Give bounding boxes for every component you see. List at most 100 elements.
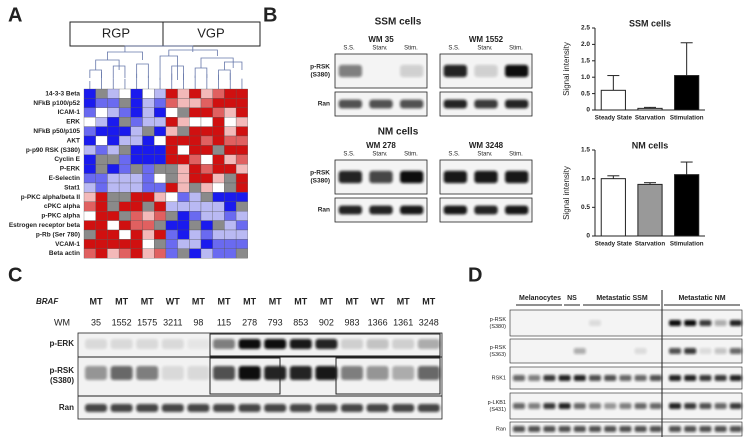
blot-band (649, 403, 662, 409)
heatmap-cell (224, 107, 237, 118)
heatmap-cell (189, 117, 202, 127)
heatmap-cell (154, 107, 167, 118)
heatmap-cell (83, 98, 96, 108)
lane-label: Stim. (509, 46, 523, 52)
heatmap-cell (95, 117, 108, 127)
blot-band (684, 426, 697, 432)
heatmap-cell (95, 88, 108, 99)
row-label: p-Rb (Ser 780) (36, 231, 80, 238)
heatmap-cell (107, 192, 120, 202)
heatmap-cell (177, 145, 190, 155)
blot-band (505, 99, 529, 109)
heatmap-cell (95, 229, 108, 240)
blot-band (400, 99, 424, 109)
blot-band (392, 404, 415, 412)
blot-band (474, 99, 498, 109)
blot-band (699, 403, 712, 409)
heatmap-cell (200, 248, 213, 259)
blot-band (338, 170, 362, 184)
blot-band (289, 366, 312, 380)
heatmap-cell (154, 117, 167, 127)
section-title: NM cells (378, 127, 419, 138)
blot-band (543, 375, 556, 381)
blot-band (528, 403, 541, 409)
dendrogram (218, 69, 231, 80)
blot-band (110, 366, 133, 380)
panel-label: A (8, 4, 22, 26)
heatmap-cell (118, 229, 131, 240)
heatmap-cell (118, 201, 131, 212)
blot-band (543, 426, 556, 432)
y-tick-label: 1.0 (581, 74, 590, 81)
heatmap-cell (154, 201, 167, 212)
cell-line-label: WM 278 (366, 141, 396, 150)
heatmap-cell (165, 248, 178, 259)
blot-band (714, 320, 727, 326)
blot-label: Ran (496, 426, 506, 432)
group-label: Metastatic SSM (596, 295, 648, 302)
lane-label: S.S. (448, 152, 460, 158)
heatmap-cell (212, 229, 225, 240)
heatmap-cell (107, 220, 120, 231)
blot-band (443, 64, 467, 78)
blot-band (392, 366, 415, 380)
row-label: ERK (66, 119, 80, 126)
blot-label: RSK1 (492, 375, 506, 381)
blot-band (604, 375, 617, 381)
row-label: NFkB p100/p52 (33, 100, 80, 107)
blot-band (264, 366, 287, 380)
heatmap-cell (200, 211, 213, 221)
x-tick-label: Starvation (635, 241, 665, 248)
blot-label: Ran (318, 207, 330, 214)
heatmap-cell (212, 117, 225, 127)
heatmap-cell (212, 154, 225, 165)
heatmap-cell (177, 211, 190, 221)
heatmap-cell (142, 88, 155, 99)
blot-band (315, 404, 338, 412)
blot-band (669, 320, 681, 326)
blot-band (161, 366, 184, 380)
heatmap-cell (142, 220, 155, 231)
heatmap-cell (224, 192, 237, 202)
heatmap-cell (165, 211, 178, 221)
heatmap-cell (107, 248, 120, 259)
heatmap-cell (200, 239, 213, 249)
blot-band (699, 320, 712, 326)
heatmap-cell (83, 248, 96, 259)
heatmap-cell (177, 239, 190, 249)
blot-label: (S363) (489, 352, 506, 358)
heatmap-cell (177, 220, 190, 231)
heatmap-cell (142, 107, 155, 118)
blot-band (187, 404, 210, 412)
blot-band (366, 404, 389, 412)
lane-label: Starv. (372, 152, 388, 158)
heatmap-cell (200, 154, 213, 165)
blot-band (714, 375, 727, 381)
blot-band (699, 348, 712, 354)
heatmap-cell (142, 135, 155, 146)
heatmap-cell (224, 229, 237, 240)
heatmap-cell (165, 145, 178, 155)
heatmap-cell (177, 126, 190, 137)
heatmap-cell (83, 107, 96, 118)
heatmap-cell (212, 220, 225, 231)
heatmap-cell (189, 154, 202, 165)
blot-label: p-RSK (50, 366, 75, 375)
heatmap-cell (118, 154, 131, 165)
heatmap-cell (83, 135, 96, 146)
heatmap-cell (142, 192, 155, 202)
lane-label: Stim. (404, 46, 418, 52)
group-label: Melanocytes (519, 295, 561, 302)
blot-band (729, 403, 742, 409)
row-label: VCAM-1 (55, 241, 80, 248)
group-label: NS (567, 295, 577, 302)
blot-band (213, 404, 235, 412)
heatmap-cell (95, 220, 108, 231)
heatmap-cell (130, 220, 143, 231)
blot-band (505, 205, 529, 215)
dendrogram (124, 45, 194, 52)
blot-band (341, 404, 363, 412)
heatmap-cell (118, 126, 131, 137)
heatmap-cell (235, 239, 248, 249)
blot-label: p-RSK (490, 345, 507, 351)
